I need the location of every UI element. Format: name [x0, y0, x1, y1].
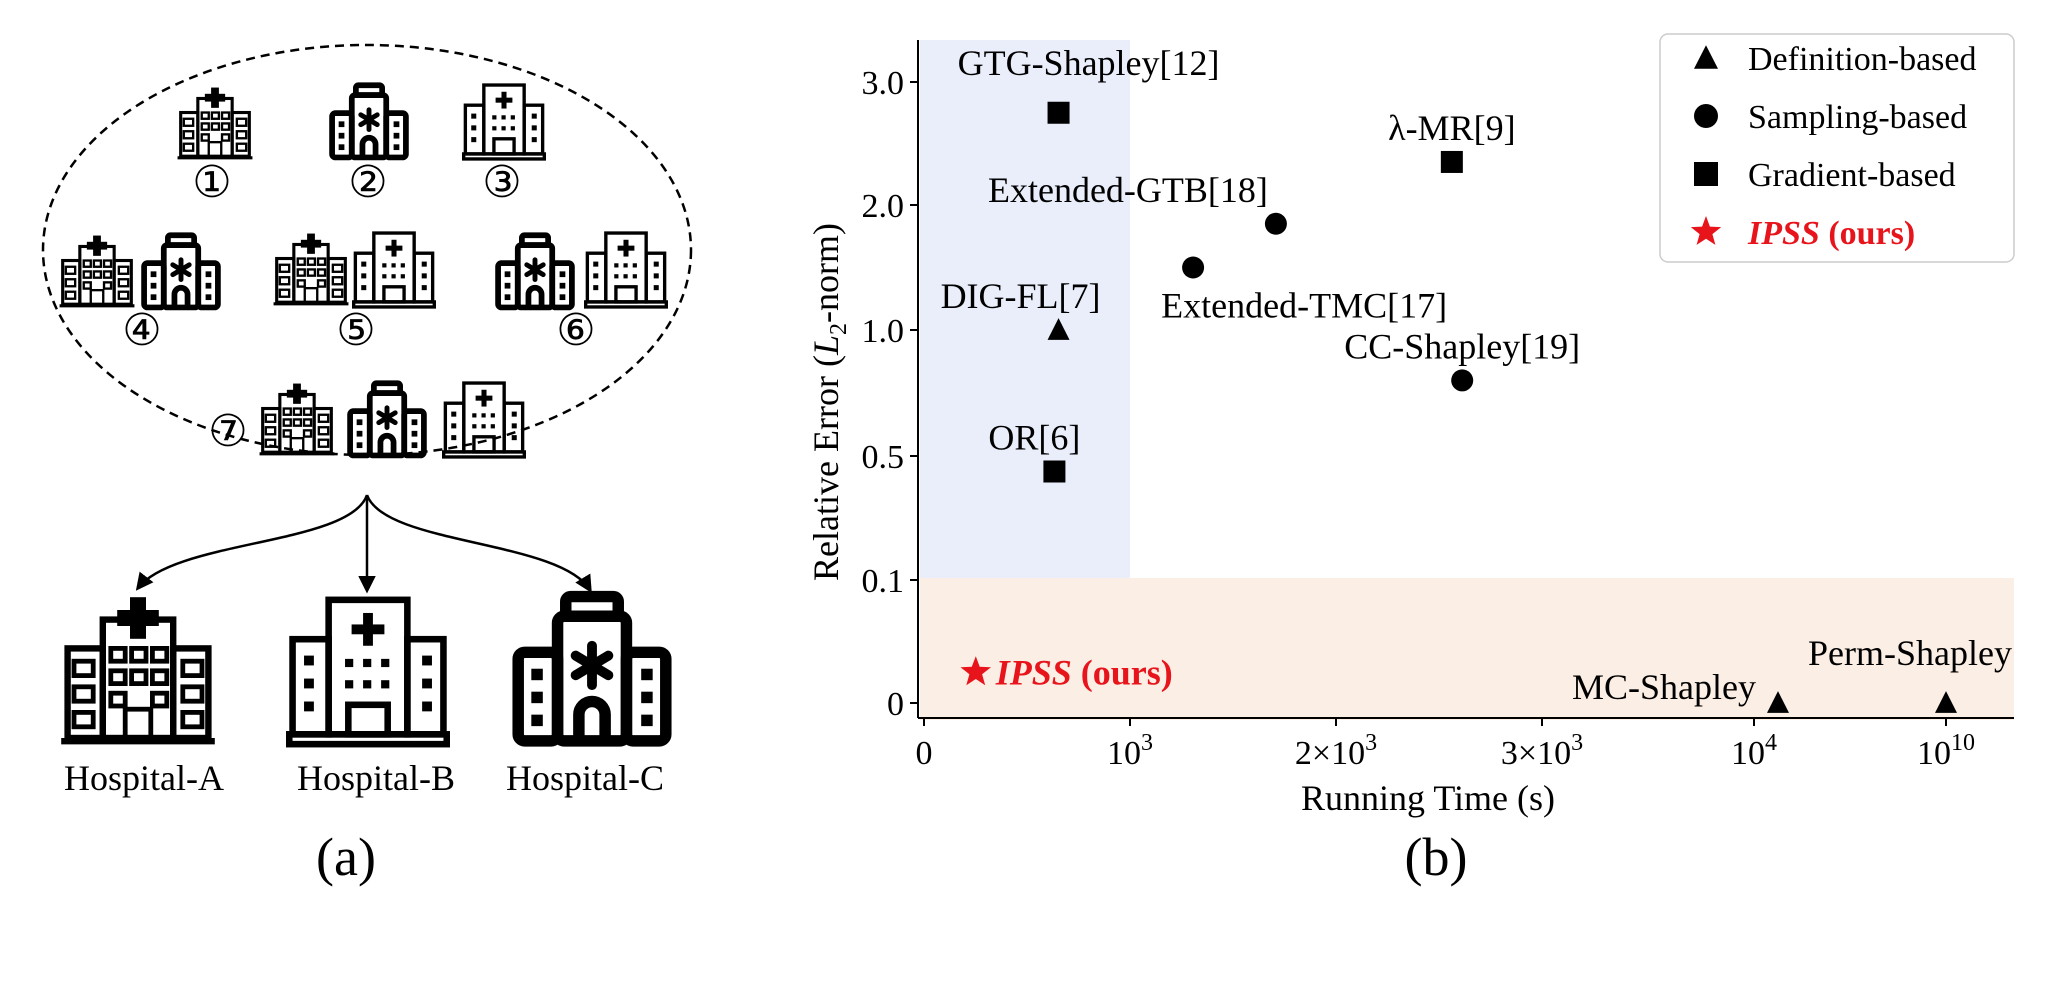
- coalition-number: ⑤: [336, 306, 375, 355]
- y-tick-label: 0: [887, 686, 904, 723]
- legend-label: Definition-based: [1748, 41, 1977, 78]
- point-star: [960, 656, 991, 686]
- point-label: IPSS (ours): [995, 652, 1173, 692]
- arrow-to-hospital-c: [365, 494, 592, 593]
- legend-label: Gradient-based: [1748, 157, 1956, 194]
- hospital-label: Hospital-B: [297, 758, 455, 798]
- x-tick-label: 104: [1731, 730, 1777, 772]
- coalition-number: ④: [122, 306, 161, 355]
- y-tick-label: 1.0: [862, 313, 905, 350]
- point-triangle: [1047, 318, 1070, 340]
- point-square: [1047, 101, 1070, 124]
- point-label: Extended-TMC[17]: [1161, 286, 1447, 326]
- y-tick-label: 3.0: [862, 65, 905, 102]
- legend: Definition-based Sampling-based Gradient-b…: [1659, 33, 2015, 263]
- point-circle: [1264, 212, 1287, 235]
- legend-label: IPSS (ours): [1747, 215, 1915, 252]
- panel-a-caption: (a): [316, 827, 376, 887]
- hospital-c-icon: [498, 235, 572, 307]
- hospital-c-icon: [332, 85, 406, 157]
- x-tick-label: 3×103: [1501, 730, 1583, 772]
- point-label: λ-MR[9]: [1388, 108, 1515, 148]
- arrow-to-hospital-a: [135, 494, 369, 591]
- coalition-number: ①: [192, 158, 231, 207]
- point-label: OR[6]: [988, 418, 1080, 458]
- hospital-b-icon: [442, 381, 526, 459]
- x-ticks: 0 103 2×103 3×103 104 1010: [916, 718, 1975, 772]
- y-ticks: 0 0.1 0.5 1.0 2.0 3.0: [862, 65, 918, 723]
- data-points: [960, 101, 1957, 713]
- panel-b-chart: 0 0.1 0.5 1.0 2.0 3.0 0 103 2×103 3×103 104 1010 R…: [806, 33, 2015, 887]
- point-label: MC-Shapley: [1572, 667, 1756, 707]
- hospital-b-icon: [584, 231, 668, 309]
- legend-marker-triangle: [1694, 45, 1718, 69]
- coalition-number: ③: [482, 158, 521, 207]
- hospital-label: Hospital-C: [506, 758, 664, 798]
- point-circle: [1451, 369, 1474, 392]
- panel-a: ① ② ③ ④ ⑤ ⑥ ⑦ Hospital-A: [41, 43, 693, 887]
- coalition-number: ②: [348, 158, 387, 207]
- legend-box: [1659, 33, 2015, 263]
- region-fast: [920, 40, 1130, 578]
- hospital-b-icon: [462, 83, 546, 161]
- coalition-number: ⑦: [208, 407, 247, 456]
- hospital-b-icon: [289, 600, 446, 744]
- x-tick-label: 103: [1107, 730, 1153, 772]
- hospital-c-icon: [144, 235, 218, 307]
- x-axis-label: Running Time (s): [1301, 778, 1555, 818]
- point-triangle: [1935, 691, 1957, 713]
- panel-b-caption: (b): [1405, 827, 1468, 887]
- point-label: Extended-GTB[18]: [988, 170, 1268, 210]
- hospital-a-icon: [272, 232, 350, 306]
- point-label: GTG-Shapley[12]: [958, 43, 1220, 83]
- y-tick-label: 0.1: [862, 563, 905, 600]
- hospital-label: Hospital-A: [64, 758, 224, 798]
- hospital-c-icon: [350, 383, 424, 455]
- hospital-c-icon: [518, 597, 666, 741]
- legend-marker-circle: [1694, 104, 1718, 128]
- coalition-number: ⑥: [556, 306, 595, 355]
- coalition-ellipse: [41, 43, 693, 457]
- hospital-a-icon: [176, 86, 254, 160]
- legend-marker-star: [1690, 216, 1722, 245]
- legend-label: Sampling-based: [1748, 99, 1967, 136]
- hospital-a-icon: [258, 382, 336, 456]
- point-triangle: [1767, 691, 1789, 713]
- point-label: DIG-FL[7]: [941, 276, 1101, 316]
- x-tick-label: 0: [916, 735, 933, 772]
- point-square: [1440, 150, 1463, 173]
- y-tick-label: 0.5: [862, 439, 905, 476]
- point-label: Perm-Shapley: [1808, 633, 2012, 673]
- point-labels: GTG-Shapley[12] λ-MR[9] Extended-GTB[18] Ex…: [941, 43, 2012, 707]
- y-tick-label: 2.0: [862, 188, 905, 225]
- hospital-a-icon: [58, 234, 136, 308]
- hospital-b-icon: [352, 231, 436, 309]
- region-accurate: [920, 578, 2014, 720]
- point-square: [1043, 460, 1066, 483]
- hospital-a-icon: [61, 597, 215, 741]
- point-circle: [1182, 256, 1205, 279]
- y-axis-label: Relative Error (L2-norm): [806, 223, 852, 581]
- legend-marker-square: [1694, 162, 1718, 186]
- x-tick-label: 2×103: [1295, 730, 1377, 772]
- x-tick-label: 1010: [1917, 730, 1975, 772]
- point-label: CC-Shapley[19]: [1344, 326, 1580, 366]
